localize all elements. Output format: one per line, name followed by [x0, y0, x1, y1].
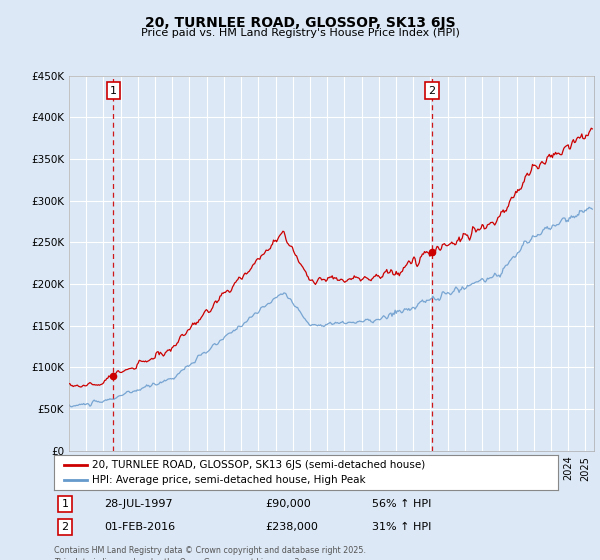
Text: 1: 1	[62, 499, 68, 509]
Text: 28-JUL-1997: 28-JUL-1997	[104, 499, 173, 509]
Text: 01-FEB-2016: 01-FEB-2016	[104, 522, 176, 532]
Text: Price paid vs. HM Land Registry's House Price Index (HPI): Price paid vs. HM Land Registry's House …	[140, 28, 460, 38]
Text: 56% ↑ HPI: 56% ↑ HPI	[371, 499, 431, 509]
Text: 1: 1	[110, 86, 117, 96]
Text: 20, TURNLEE ROAD, GLOSSOP, SK13 6JS (semi-detached house): 20, TURNLEE ROAD, GLOSSOP, SK13 6JS (sem…	[92, 460, 425, 470]
Text: Contains HM Land Registry data © Crown copyright and database right 2025.
This d: Contains HM Land Registry data © Crown c…	[54, 546, 366, 560]
Text: 20, TURNLEE ROAD, GLOSSOP, SK13 6JS: 20, TURNLEE ROAD, GLOSSOP, SK13 6JS	[145, 16, 455, 30]
Text: £90,000: £90,000	[266, 499, 311, 509]
Text: 2: 2	[428, 86, 436, 96]
Text: 31% ↑ HPI: 31% ↑ HPI	[371, 522, 431, 532]
Text: HPI: Average price, semi-detached house, High Peak: HPI: Average price, semi-detached house,…	[92, 475, 365, 486]
Text: 2: 2	[62, 522, 68, 532]
Text: £238,000: £238,000	[266, 522, 319, 532]
